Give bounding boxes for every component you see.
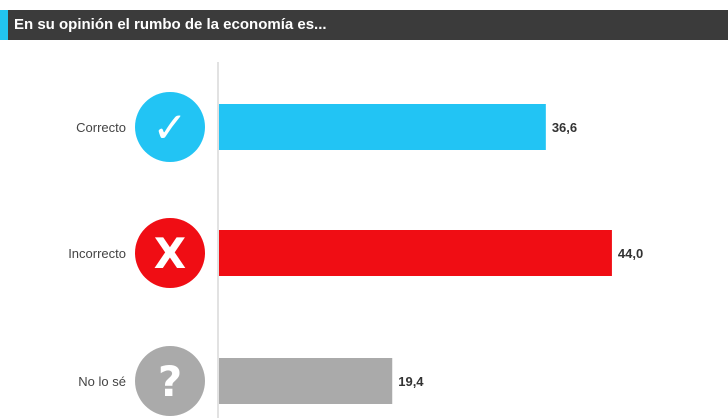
bar-no-lo-se: [219, 358, 393, 404]
bar-incorrecto: [219, 230, 612, 276]
cross-icon: X: [154, 229, 186, 278]
chart-header: En su opinión el rumbo de la economía es…: [0, 10, 728, 40]
category-label-incorrecto: Incorrecto: [68, 246, 126, 261]
category-label-no-lo-se: No lo sé: [78, 374, 126, 389]
check-icon-circle: [135, 92, 205, 162]
header-accent-stripe: [0, 10, 8, 40]
chart-title: En su opinión el rumbo de la economía es…: [14, 16, 327, 33]
value-label-incorrecto: 44,0: [618, 246, 643, 261]
value-label-no-lo-se: 19,4: [398, 374, 424, 389]
question-icon-circle: [135, 346, 205, 416]
question-icon: ?: [158, 357, 182, 406]
cross-icon-circle: [135, 218, 205, 288]
bar-correcto: [219, 104, 546, 150]
category-label-correcto: Correcto: [76, 120, 126, 135]
value-label-correcto: 36,6: [552, 120, 577, 135]
check-icon: ✓: [152, 103, 187, 152]
